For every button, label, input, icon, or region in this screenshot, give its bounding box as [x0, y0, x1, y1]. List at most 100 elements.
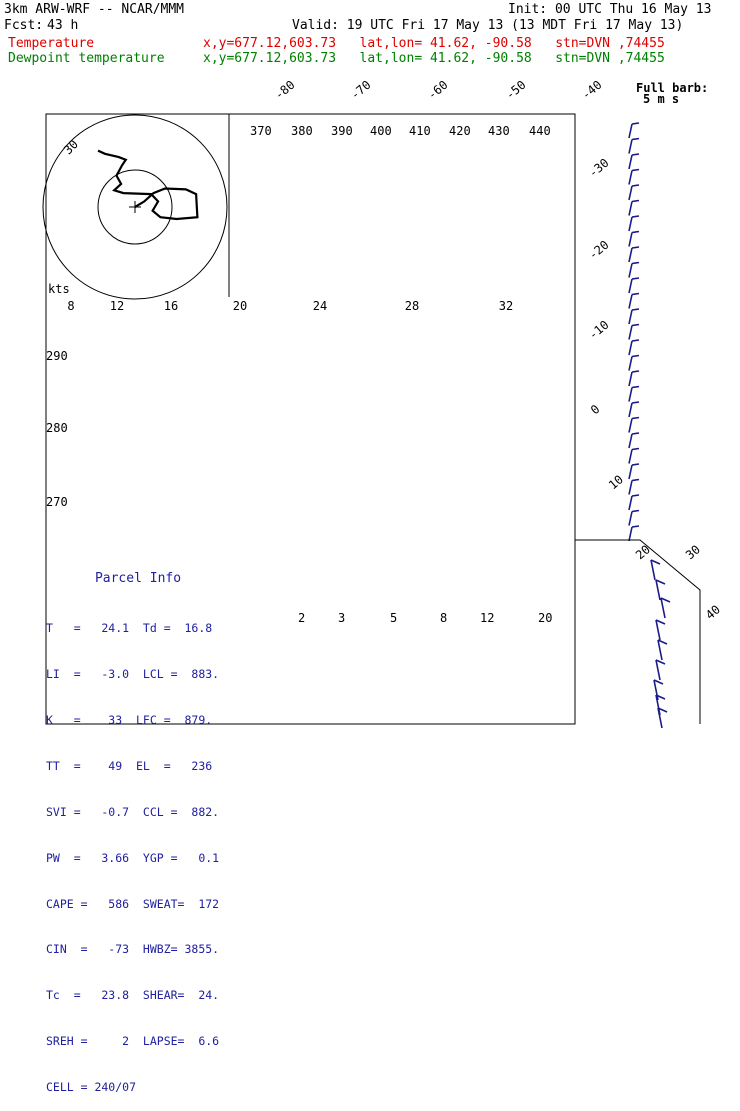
wind-barb-flag	[655, 579, 666, 585]
parcel-row: SVI = -0.7 CCL = 882.	[46, 804, 220, 819]
parcel-info-title: Parcel Info	[94, 570, 182, 586]
wind-barb-flag	[631, 509, 640, 513]
parcel-row: K = 33 LFC = 879.	[46, 712, 213, 727]
wind-barb	[657, 639, 663, 661]
parcel-row: CAPE = 586 SWEAT= 172	[46, 896, 220, 911]
parcel-row: T = 24.1 Td = 16.8	[46, 621, 213, 636]
wind-barb	[628, 278, 633, 294]
wind-barb-flag	[631, 137, 640, 141]
hodograph-speed-label: 12	[110, 299, 124, 313]
wind-barb	[628, 294, 633, 309]
barb-panel-edge	[575, 539, 701, 724]
wind-barb	[628, 433, 633, 449]
wind-barb	[628, 418, 633, 433]
wind-barb	[628, 480, 633, 495]
wind-barb-flag	[631, 261, 640, 265]
hodograph-speed-label: 24	[313, 299, 327, 313]
theta-label: 270	[46, 495, 68, 509]
mixing-ratio-label: 5	[390, 611, 397, 625]
wind-barb	[657, 707, 663, 729]
parcel-row: CELL = 240/07	[46, 1080, 137, 1095]
wind-barb	[655, 619, 661, 641]
wind-barb-flag	[631, 122, 640, 125]
hodograph-trace	[97, 149, 199, 221]
wind-barb-flag	[631, 230, 640, 234]
wind-barb-flag	[631, 401, 640, 404]
dewpoint-legend: Dewpoint temperature	[8, 51, 165, 66]
wind-barb-flag	[631, 199, 640, 203]
wind-barb-flag	[631, 168, 640, 172]
model-title: 3km ARW-WRF -- NCAR/MMM	[4, 2, 185, 17]
wind-barb	[628, 371, 633, 387]
wind-barb-flag	[631, 525, 640, 528]
mixing-ratio-label: 12	[480, 611, 494, 625]
wind-barb	[628, 170, 633, 185]
wind-barb	[628, 309, 633, 325]
hodograph	[42, 114, 230, 300]
wind-barb	[653, 679, 659, 701]
wind-barb	[628, 387, 633, 402]
wind-barb-flag	[631, 246, 640, 249]
isotherm-label: -50	[503, 78, 529, 103]
parcel-row: CIN = -73 HWBZ= 3855.	[46, 942, 220, 957]
theta-label: 280	[46, 421, 68, 435]
wind-barb-flag	[631, 354, 640, 358]
wind-barb	[628, 139, 633, 154]
forecast-label: Fcst:	[4, 18, 44, 33]
wind-barb-flag	[631, 385, 640, 389]
wind-barb	[628, 216, 633, 232]
parcel-row: PW = 3.66 YGP = 0.1	[46, 850, 220, 865]
theta-label: 370	[250, 124, 272, 138]
isotherm-label: -40	[579, 78, 605, 103]
theta-label: 390	[331, 124, 353, 138]
wind-barb	[628, 123, 633, 139]
valid-time: Valid: 19 UTC Fri 17 May 13 (13 MDT Fri …	[292, 18, 684, 33]
theta-label: 430	[488, 124, 510, 138]
wind-barb	[628, 526, 633, 542]
theta-label: 440	[529, 124, 551, 138]
wind-barb	[628, 340, 633, 356]
dewpoint-location: x,y=677.12,603.73 lat,lon= 41.62, -90.58…	[203, 51, 665, 66]
theta-label: 400	[370, 124, 392, 138]
hodograph-ring	[97, 169, 173, 245]
isotherm-label: 40	[703, 602, 723, 622]
temperature-location: x,y=677.12,603.73 lat,lon= 41.62, -90.58…	[203, 36, 665, 51]
wind-barb-flag	[650, 559, 661, 565]
wind-barb-flag	[631, 215, 640, 218]
wind-barb-flag	[655, 659, 666, 665]
wind-barb-flag	[631, 432, 640, 435]
isotherm-label: -60	[425, 78, 451, 103]
wind-barb-flag	[655, 694, 666, 700]
full-barb-units: 5 m s	[643, 92, 679, 106]
isotherm-label: -30	[586, 156, 612, 181]
parcel-row: Tc = 23.8 SHEAR= 24.	[46, 988, 220, 1003]
wind-barb	[628, 356, 633, 371]
wind-barb	[628, 511, 633, 526]
wind-barb	[628, 185, 633, 201]
wind-barb-flag	[657, 639, 668, 645]
wind-barbs	[575, 122, 701, 729]
isotherm-label: -80	[272, 78, 298, 103]
forecast-hour: 43 h	[47, 18, 79, 33]
isotherm-label: -10	[586, 318, 612, 343]
wind-barb-flag	[631, 370, 640, 373]
wind-barb	[628, 263, 633, 278]
isotherm-label: -70	[348, 78, 374, 103]
wind-barb-flag	[631, 494, 640, 497]
wind-barb-flag	[631, 416, 640, 420]
wind-barb-flag	[631, 447, 640, 451]
plot-frame	[45, 113, 576, 725]
parcel-row: SREH = 2 LAPSE= 6.6	[46, 1034, 220, 1049]
mixing-ratio-label: 8	[440, 611, 447, 625]
skewt-diagram: 1002003004005006007008009001000-80-70-60…	[42, 78, 723, 729]
wind-barb	[628, 325, 633, 340]
hodograph-unit-label: kts	[48, 282, 70, 296]
hodograph-speed-label: 16	[164, 299, 178, 313]
wind-barb-flag	[631, 153, 640, 156]
temperature-legend: Temperature	[8, 36, 95, 51]
wind-barb	[628, 154, 633, 170]
isotherm-label: 20	[633, 542, 653, 562]
isotherm-label: 10	[606, 472, 626, 492]
wind-barb-flag	[631, 277, 640, 280]
wind-barb	[628, 201, 633, 216]
